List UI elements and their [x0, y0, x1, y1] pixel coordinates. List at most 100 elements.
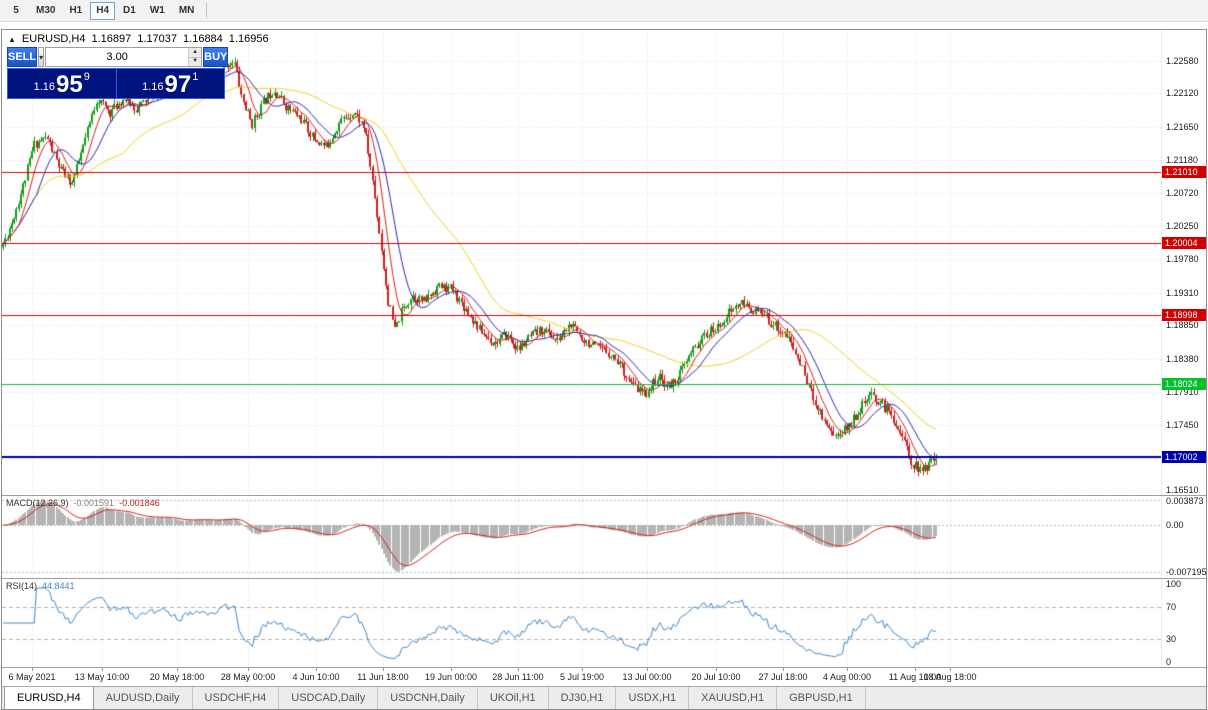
sell-price-big: 95 [56, 71, 83, 98]
price-axis-label: 1.19780 [1166, 254, 1199, 265]
price-axis-label: 1.22580 [1166, 55, 1199, 66]
panel-separator [2, 667, 1206, 668]
time-axis-label: 18 Aug 18:00 [923, 672, 977, 682]
time-axis-label: 28 May 00:00 [220, 672, 276, 682]
price-axis-label: 1.20720 [1166, 187, 1199, 198]
chart-tab-dj30[interactable]: DJ30,H1 [549, 687, 617, 709]
time-axis-tick [716, 668, 717, 671]
chart-tab-audusd[interactable]: AUDUSD,Daily [94, 687, 193, 709]
time-axis-label: 28 Jun 11:00 [492, 672, 544, 682]
price-level-tag: 1.20004 [1162, 237, 1206, 250]
rsi-panel: 100 70 30 0 RSI(14) 44.8441 [2, 579, 1206, 667]
rsi-label: RSI(14) 44.8441 [6, 581, 75, 591]
price-axis-label: 1.19310 [1166, 287, 1199, 298]
timeframe-button-5[interactable]: 5 [4, 2, 28, 20]
chart-tab-usdchf[interactable]: USDCHF,H4 [193, 687, 280, 709]
macd-panel: 0.003873 0.00 -0.007195 MACD(12,26,9) -0.0… [2, 496, 1206, 578]
time-axis-label: 19 Jun 00:00 [424, 672, 478, 682]
time-axis-label: 11 Jun 18:00 [357, 672, 409, 682]
timeframe-toolbar: 5 M30 H1 H4 D1 W1 MN [0, 0, 1208, 22]
time-axis-label: 6 May 2021 [8, 672, 56, 682]
timeframe-button-h1[interactable]: H1 [63, 2, 88, 20]
timeframe-button-w1[interactable]: W1 [144, 2, 171, 20]
rsi-axis-label: 70 [1166, 602, 1177, 612]
chart-tab-usdcad[interactable]: USDCAD,Daily [279, 687, 379, 709]
sell-price-prefix: 1.16 [33, 81, 56, 93]
time-axis-tick [647, 668, 648, 671]
bar-close-value: 1.16956 [228, 33, 269, 45]
buy-price-prefix: 1.16 [142, 81, 164, 93]
time-axis-tick [783, 668, 784, 671]
timeframe-button-m30[interactable]: M30 [30, 2, 61, 20]
time-axis-tick [102, 668, 103, 671]
chart-tab-eurusd[interactable]: EURUSD,H4 [4, 687, 94, 709]
time-axis-label: 11 Aug 10:00 [888, 672, 942, 682]
time-axis-tick [451, 668, 452, 671]
sell-button[interactable]: SELL [7, 47, 38, 67]
chart-tab-usdx[interactable]: USDX,H1 [616, 687, 690, 709]
price-level-tag: 1.21010 [1162, 165, 1206, 178]
macd-chart-canvas[interactable] [2, 496, 1161, 578]
buy-price-pip: 1 [192, 71, 199, 83]
chevron-down-icon: ▾ [39, 52, 44, 62]
price-axis-label: 1.21180 [1166, 154, 1198, 165]
time-axis-tick [582, 668, 583, 671]
time-axis-label: 20 Jul 10:00 [691, 672, 741, 682]
volume-down-button[interactable]: ▼ [189, 57, 202, 66]
chart-tab-ukoil[interactable]: UKOil,H1 [478, 687, 549, 709]
panel-separator[interactable] [2, 495, 1206, 496]
macd-axis-label: -0.007195 [1166, 566, 1206, 577]
price-axis-label: 1.20250 [1166, 220, 1199, 231]
time-axis-label: 27 Jul 18:00 [758, 672, 808, 682]
panel-separator[interactable] [2, 578, 1206, 579]
rsi-axis: 100 70 30 0 [1161, 579, 1206, 667]
macd-signal-value: -0.001846 [119, 498, 160, 508]
price-axis-label: 1.16510 [1166, 485, 1199, 495]
chart-tab-usdcnh[interactable]: USDCNH,Daily [378, 687, 478, 709]
macd-axis-label: 0.003873 [1166, 496, 1204, 506]
price-level-tag: 1.18024 [1162, 377, 1206, 390]
chart-tab-bar: EURUSD,H4 AUDUSD,Daily USDCHF,H4 USDCAD,Dai… [2, 686, 1206, 709]
time-axis-label: 13 Jul 00:00 [622, 672, 672, 682]
volume-stepper: ▲ ▼ [188, 48, 202, 66]
time-axis-tick [847, 668, 848, 671]
timeframe-button-mn[interactable]: MN [173, 2, 201, 20]
chart-tab-xauusd[interactable]: XAUUSD,H1 [689, 687, 778, 709]
toolbar-separator [206, 3, 208, 18]
price-axis[interactable]: 1.22580 1.22120 1.21650 1.21180 1.20720 1.202… [1161, 30, 1206, 495]
bar-open-value: 1.16897 [91, 33, 132, 45]
time-axis[interactable]: 6 May 2021 13 May 10:00 20 May 18:00 28 May… [2, 668, 1206, 686]
sell-price-pip: 9 [83, 71, 90, 83]
sell-price-quote[interactable]: 1.16 95 9 [8, 69, 116, 98]
price-axis-label: 1.17910 [1166, 387, 1199, 398]
volume-input[interactable] [46, 48, 189, 66]
timeframe-button-h4[interactable]: H4 [90, 1, 116, 20]
time-axis-tick [950, 668, 951, 671]
buy-button[interactable]: BUY [203, 47, 229, 67]
macd-name: MACD(12,26,9) [6, 498, 69, 508]
rsi-chart-canvas[interactable] [2, 579, 1161, 667]
rsi-value: 44.8441 [42, 581, 75, 591]
chart-info-line: ▲ EURUSD,H4 1.16897 1.17037 1.16884 1.16… [8, 33, 269, 45]
time-axis-tick [518, 668, 519, 671]
price-level-tag: 1.18998 [1162, 308, 1206, 321]
buy-price-quote[interactable]: 1.16 97 1 [115, 69, 225, 98]
volume-up-button[interactable]: ▲ [189, 48, 202, 58]
macd-label: MACD(12,26,9) -0.001591 -0.001846 [6, 498, 160, 508]
time-axis-label: 20 May 18:00 [149, 672, 205, 682]
buy-price-big: 97 [164, 71, 192, 98]
trade-controls-row: SELL ▾ ▲ ▼ BUY [7, 47, 229, 67]
time-axis-label: 5 Jul 19:00 [559, 672, 605, 682]
bid-ask-quote-row: 1.16 95 9 1.16 97 1 [7, 68, 225, 99]
rsi-axis-label: 30 [1166, 634, 1177, 644]
timeframe-button-d1[interactable]: D1 [117, 2, 142, 20]
order-options-dropdown[interactable]: ▾ [38, 47, 45, 67]
time-axis-label: 4 Aug 00:00 [822, 672, 872, 682]
chart-tab-gbpusd[interactable]: GBPUSD,H1 [777, 687, 866, 709]
price-axis-label: 1.17450 [1166, 419, 1199, 430]
time-axis-label: 4 Jun 10:00 [292, 672, 340, 682]
chart-symbol-label: EURUSD,H4 [21, 33, 86, 45]
main-chart-panel: 1.22580 1.22120 1.21650 1.21180 1.20720 1.202… [2, 30, 1206, 495]
price-chart-canvas[interactable] [2, 30, 1161, 495]
